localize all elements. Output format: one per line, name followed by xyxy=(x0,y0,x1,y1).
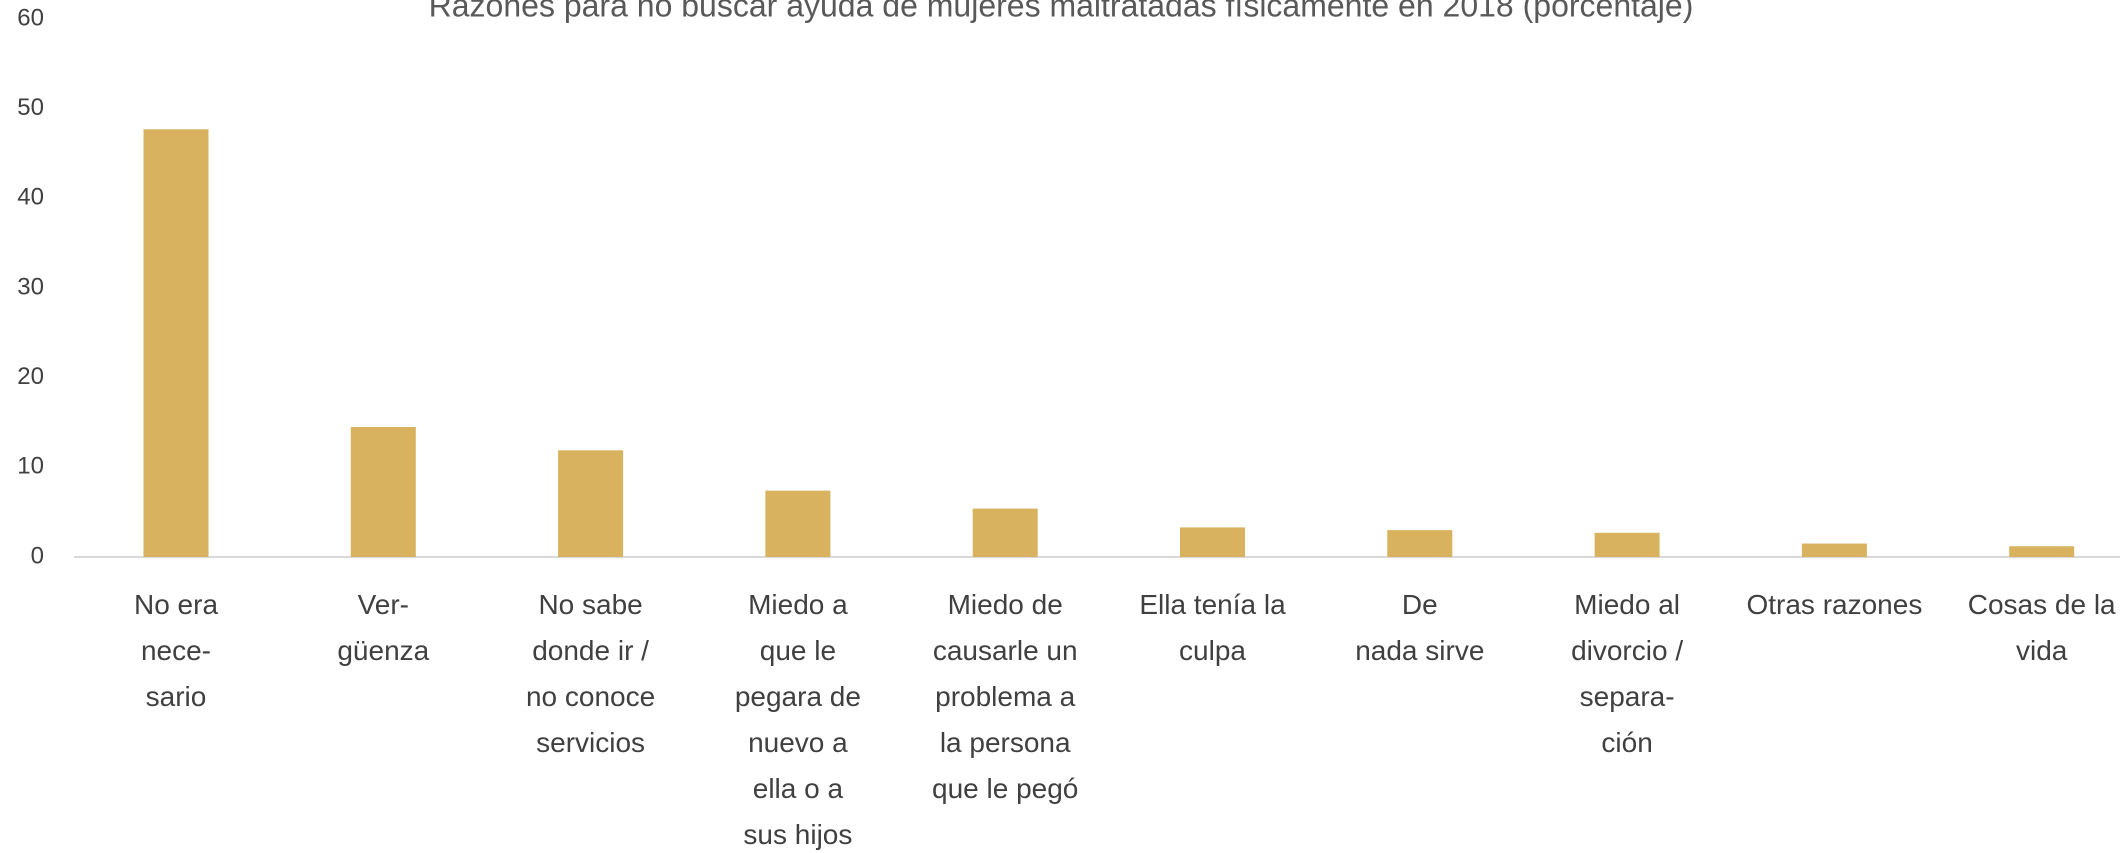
x-tick-label: Miedo al divorcio / separa-ción xyxy=(1571,589,1683,758)
bar xyxy=(972,508,1038,557)
x-tick-label: Otras razones xyxy=(1746,589,1922,620)
bar xyxy=(1594,532,1660,557)
x-tick-label: No sabe donde ir / no conoce servicios xyxy=(526,589,655,758)
x-tick-label: Miedo a que le pegara de nuevo a ella o a sus… xyxy=(735,589,861,850)
x-tick-label: Miedo de causarle un problema a la persona q… xyxy=(932,589,1078,804)
bar xyxy=(143,129,209,558)
bar xyxy=(1801,543,1867,557)
y-tick-label: 40 xyxy=(17,184,44,211)
x-tick-label: Ver-güenza xyxy=(337,589,429,666)
bar xyxy=(350,426,416,557)
bar xyxy=(558,450,624,557)
x-tick-label: Cosas de la vida xyxy=(1968,589,2116,666)
y-tick-label: 20 xyxy=(17,363,44,390)
y-tick-label: 50 xyxy=(17,94,44,121)
y-tick-label: 0 xyxy=(31,542,44,569)
y-tick-label: 60 xyxy=(17,4,44,31)
x-tick-label: De nada sirve xyxy=(1355,589,1484,666)
bar xyxy=(1387,530,1453,557)
bar xyxy=(765,490,831,557)
chart-title: Razones para no buscar ayuda de mujeres … xyxy=(429,0,1694,23)
x-tick-label: No era nece-sario xyxy=(134,589,218,712)
bar xyxy=(2009,546,2075,557)
x-tick-label: Ella tenía la culpa xyxy=(1139,589,1286,666)
y-tick-label: 30 xyxy=(17,273,44,300)
y-tick-label: 10 xyxy=(17,453,44,480)
bar xyxy=(1180,527,1245,557)
